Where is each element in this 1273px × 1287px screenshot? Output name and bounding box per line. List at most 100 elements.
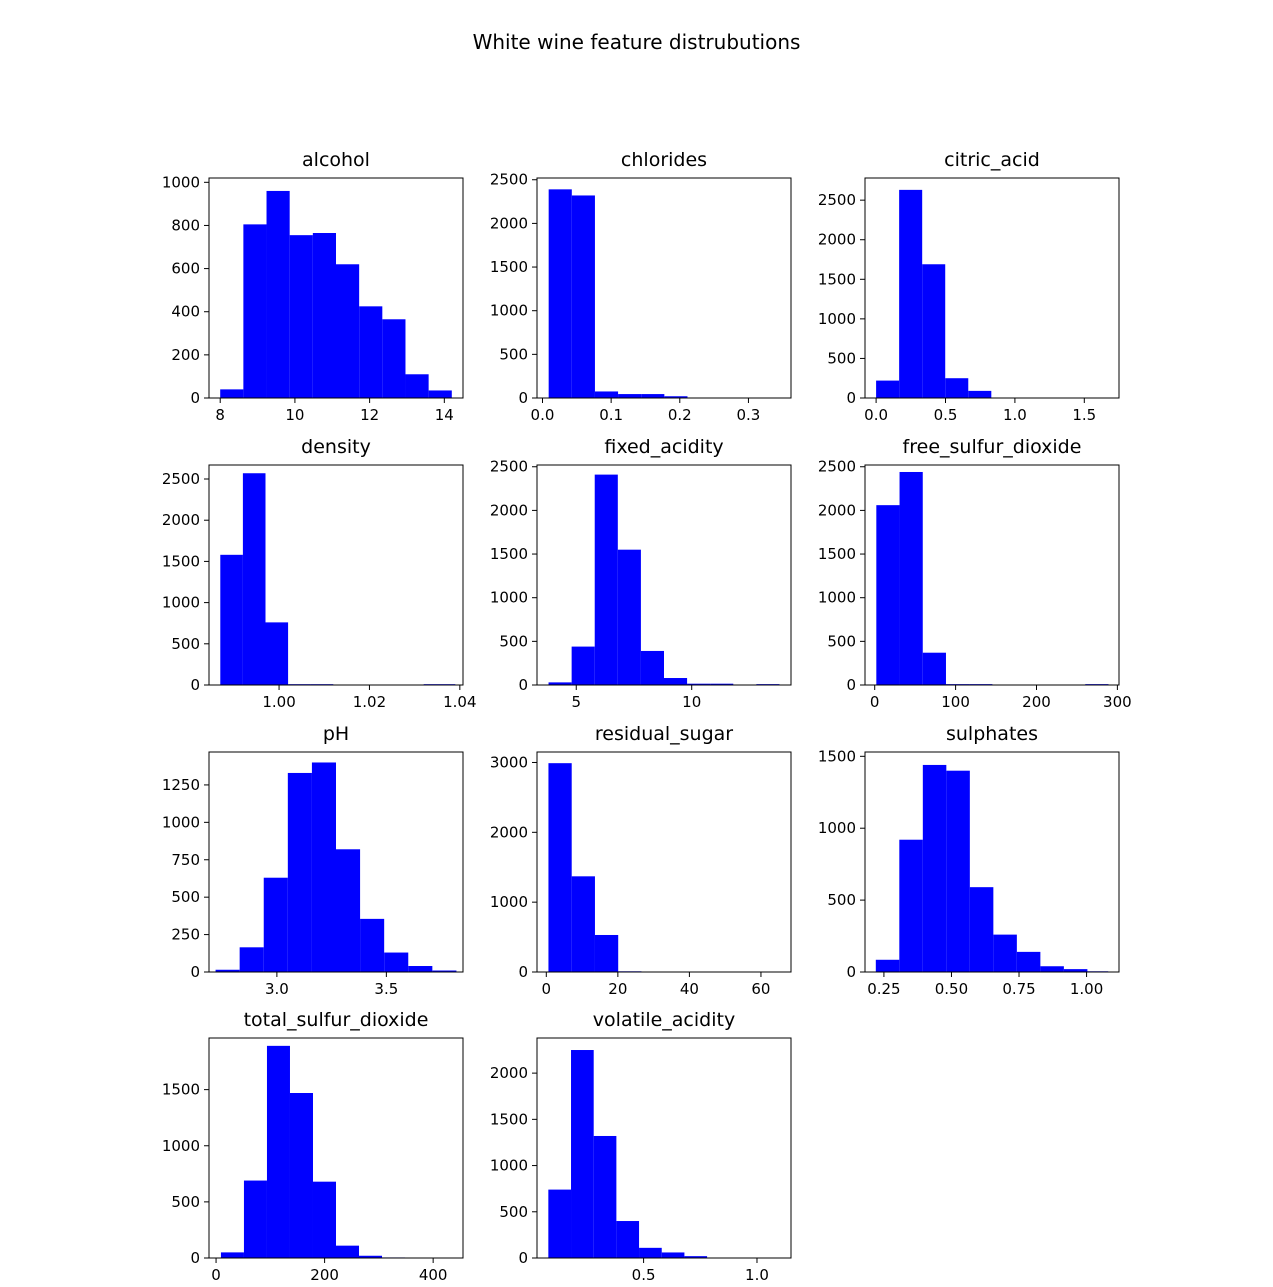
y-tick-label: 1000 xyxy=(162,813,200,831)
histogram-bar xyxy=(548,1189,572,1258)
y-tick-label: 500 xyxy=(499,632,528,650)
histogram-bar xyxy=(922,764,947,972)
subplot-title: pH xyxy=(323,723,349,745)
y-tick-label: 1500 xyxy=(818,545,856,563)
x-tick-label: 100 xyxy=(941,693,970,711)
histogram-bar xyxy=(1063,969,1088,972)
axes-frame xyxy=(536,751,792,973)
axes-frame xyxy=(864,177,1120,399)
subplot-title: citric_acid xyxy=(944,149,1040,171)
y-tick-label: 1000 xyxy=(490,302,528,320)
histogram-bar xyxy=(408,966,433,972)
histogram-bar xyxy=(359,1255,383,1258)
x-tick-label: 400 xyxy=(419,1266,448,1284)
y-tick-label: 0 xyxy=(190,963,200,981)
y-tick-label: 1000 xyxy=(490,893,528,911)
y-tick-label: 0 xyxy=(846,676,856,694)
histogram-bar xyxy=(922,264,946,398)
histogram-bar xyxy=(899,471,923,685)
y-tick-label: 1500 xyxy=(490,545,528,563)
x-tick-label: 0.75 xyxy=(1002,980,1035,998)
y-tick-label: 0 xyxy=(190,1249,200,1267)
subplot-volatile-acidity: volatile_acidity 0.5 1.0 0 500 1000 1500 2000 xyxy=(490,1009,792,1284)
x-tick-label: 300 xyxy=(1103,693,1132,711)
y-tick-label: 1250 xyxy=(162,776,200,794)
axes-frame xyxy=(536,464,792,686)
histogram-bar xyxy=(263,877,288,972)
subplot-citric-acid: citric_acid 0.0 0.5 1.0 1.5 0 500 1000 1500 2000 2… xyxy=(818,149,1120,424)
y-tick-label: 2500 xyxy=(162,470,200,488)
histogram-bar xyxy=(571,1050,594,1258)
y-tick-label: 2000 xyxy=(162,511,200,529)
subplot-pH: pH 3.0 3.5 0 250 500 750 1000 1250 xyxy=(162,723,464,998)
x-tick-label: 14 xyxy=(435,406,454,424)
histogram-bar xyxy=(593,1135,617,1258)
y-tick-label: 2500 xyxy=(818,191,856,209)
subplot-title: density xyxy=(301,436,371,458)
histogram-bar xyxy=(336,849,361,972)
x-tick-label: 0.1 xyxy=(599,406,623,424)
subplot-title: free_sulfur_dioxide xyxy=(903,436,1082,458)
histogram-bar xyxy=(687,683,711,685)
histogram-bar xyxy=(220,389,244,398)
histogram-bar xyxy=(548,682,572,685)
histogram-bar xyxy=(384,952,409,972)
y-tick-label: 2000 xyxy=(818,501,856,519)
histogram-bar xyxy=(946,770,970,972)
subplot-title: sulphates xyxy=(946,723,1038,745)
y-tick-label: 1000 xyxy=(162,594,200,612)
histogram-bar xyxy=(215,969,240,972)
y-tick-label: 1500 xyxy=(818,747,856,765)
axes-frame xyxy=(536,177,792,399)
histogram-bar xyxy=(684,1256,708,1258)
x-tick-label: 1.0 xyxy=(745,1266,769,1284)
x-tick-label: 8 xyxy=(215,406,225,424)
histogram-bar xyxy=(220,554,243,685)
y-tick-label: 0 xyxy=(518,389,528,407)
histogram-bar xyxy=(242,473,266,685)
x-tick-label: 0.0 xyxy=(864,406,888,424)
y-tick-label: 1500 xyxy=(818,270,856,288)
histogram-bar xyxy=(594,474,618,685)
histogram-bar xyxy=(239,947,264,972)
histogram-bar xyxy=(289,235,313,398)
axes-frame xyxy=(864,751,1120,973)
x-tick-label: 0 xyxy=(211,1266,221,1284)
y-tick-label: 1000 xyxy=(162,173,200,191)
y-tick-label: 3000 xyxy=(490,753,528,771)
histogram-bar xyxy=(664,678,688,685)
histogram-bar xyxy=(336,1245,360,1258)
axes-frame xyxy=(864,464,1120,686)
x-tick-label: 0.5 xyxy=(632,1266,656,1284)
y-tick-label: 2000 xyxy=(490,214,528,232)
x-tick-label: 0 xyxy=(870,693,880,711)
y-tick-label: 600 xyxy=(171,260,200,278)
histogram-bar xyxy=(243,1180,267,1258)
y-tick-label: 0 xyxy=(518,676,528,694)
axes-frame xyxy=(208,1037,464,1259)
y-tick-label: 0 xyxy=(518,963,528,981)
y-tick-label: 0 xyxy=(190,389,200,407)
histogram-bar xyxy=(968,390,992,398)
x-tick-label: 12 xyxy=(360,406,379,424)
histogram-bar xyxy=(969,887,994,972)
histogram-bar xyxy=(945,378,969,398)
y-tick-label: 1500 xyxy=(162,552,200,570)
histogram-bar xyxy=(243,224,267,398)
histogram-bar xyxy=(312,1181,336,1258)
y-tick-label: 250 xyxy=(171,926,200,944)
y-tick-label: 1500 xyxy=(490,1110,528,1128)
histogram-bar xyxy=(617,549,641,685)
axes-frame xyxy=(208,177,464,399)
y-tick-label: 1500 xyxy=(162,1081,200,1099)
x-tick-label: 40 xyxy=(680,980,699,998)
histogram-bar xyxy=(661,1252,685,1258)
y-tick-label: 500 xyxy=(827,349,856,367)
histogram-bar xyxy=(312,233,336,398)
histogram-bar xyxy=(876,505,900,685)
subplot-chlorides: chlorides 0.0 0.1 0.2 0.3 0 500 1000 1500 2000 250… xyxy=(490,149,792,424)
histogram-bar xyxy=(336,264,360,398)
y-tick-label: 0 xyxy=(518,1249,528,1267)
histogram-bar xyxy=(616,1221,640,1258)
